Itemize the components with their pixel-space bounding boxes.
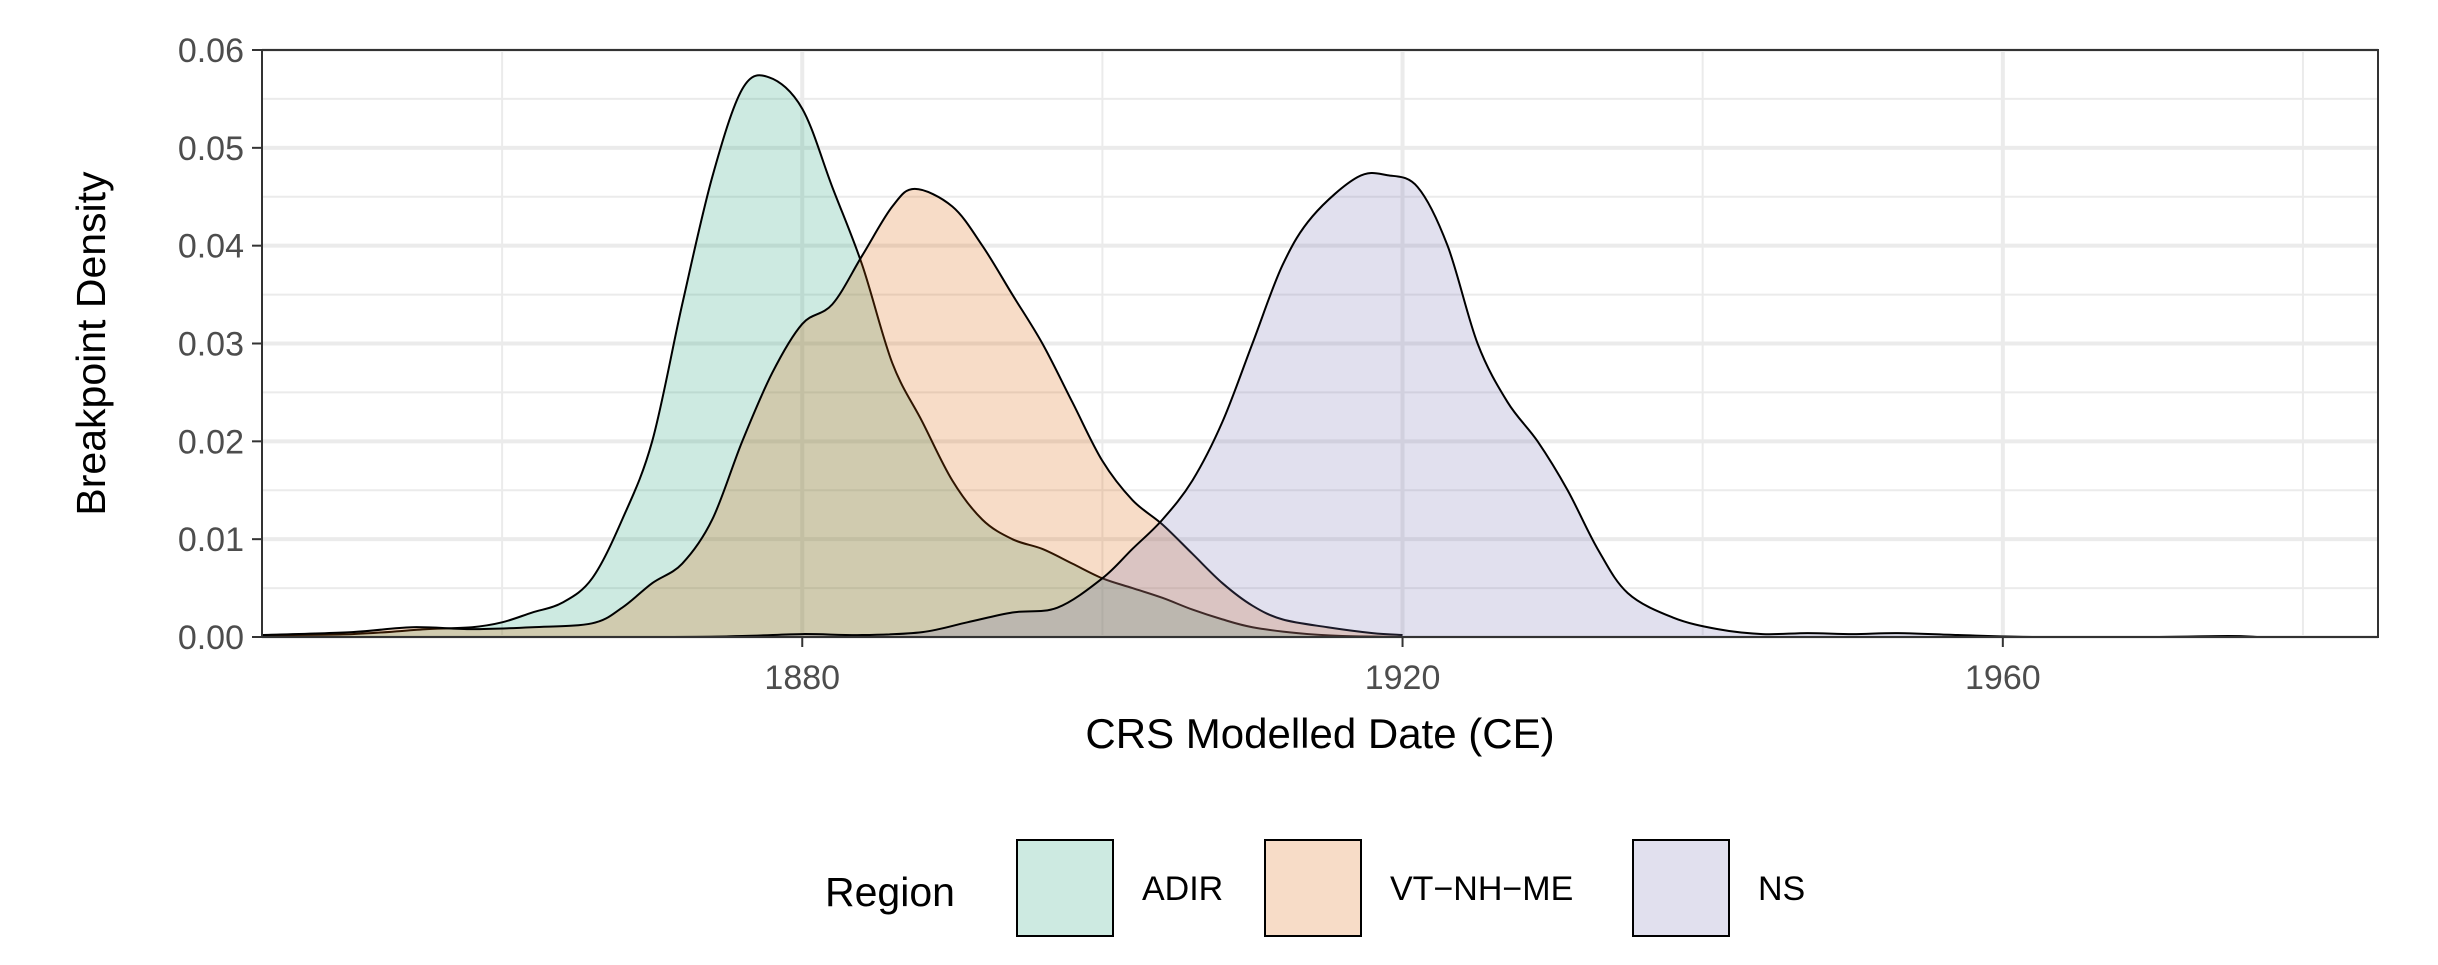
legend-key-bg-vt-nh-me — [1265, 840, 1361, 936]
legend-key-ns — [1632, 839, 1730, 937]
density-line-ns — [262, 172, 2258, 639]
y-tick-label: 0.00 — [178, 619, 244, 657]
x-tick-label: 1880 — [764, 659, 840, 697]
density-line-adir — [261, 74, 1403, 638]
density-area-ns — [262, 173, 2258, 637]
x-axis-label: CRS Modelled Date (CE) — [1085, 710, 1554, 757]
density-area-adir — [262, 75, 1403, 637]
legend-label-adir: ADIR — [1142, 870, 1223, 908]
y-tick-label: 0.03 — [178, 326, 244, 364]
y-tick-label: 0.01 — [178, 521, 244, 559]
legend-title: Region — [825, 869, 955, 915]
y-tick-label: 0.05 — [178, 130, 244, 168]
legend-key-bg-adir — [1017, 840, 1113, 936]
y-tick-label: 0.06 — [178, 32, 244, 70]
legend: Region ADIR VT−NH−ME NS — [825, 839, 1805, 937]
x-tick-label: 1960 — [1965, 659, 2041, 697]
grid-lines — [262, 48, 2378, 639]
legend-key-adir — [1016, 839, 1114, 937]
y-tick-label: 0.02 — [178, 423, 244, 461]
y-tick-label: 0.04 — [178, 228, 244, 266]
y-axis-label: Breakpoint Density — [68, 171, 114, 516]
density-area-vt-nh-me — [262, 188, 1403, 638]
legend-label-ns: NS — [1758, 870, 1805, 908]
legend-label-vt-nh-me: VT−NH−ME — [1390, 870, 1573, 908]
legend-key-vt-nh-me — [1264, 839, 1362, 937]
density-line-vt-nh-me — [261, 187, 1403, 637]
legend-key-bg-ns — [1633, 840, 1729, 936]
x-tick-label: 1920 — [1365, 659, 1441, 697]
density-areas — [261, 74, 2258, 639]
axes: 0.00 0.01 0.02 0.03 0.04 0.05 0.06 1880 1920 1960 — [178, 32, 2041, 697]
